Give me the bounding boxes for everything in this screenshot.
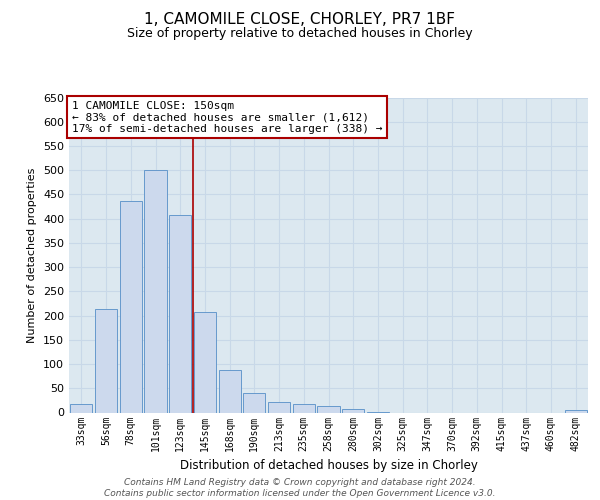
Bar (169, 215, 191, 412)
Bar (95, 310, 117, 412)
Bar (70, 404, 92, 412)
Bar (317, 406, 340, 412)
Bar (342, 408, 364, 412)
Bar (293, 404, 315, 412)
Y-axis label: Number of detached properties: Number of detached properties (28, 168, 37, 342)
Bar (119, 200, 142, 412)
Text: Size of property relative to detached houses in Chorley: Size of property relative to detached ho… (127, 28, 473, 40)
Text: 1, CAMOMILE CLOSE, CHORLEY, PR7 1BF: 1, CAMOMILE CLOSE, CHORLEY, PR7 1BF (145, 12, 455, 28)
Bar (145, 170, 167, 412)
Text: Contains HM Land Registry data © Crown copyright and database right 2024.
Contai: Contains HM Land Registry data © Crown c… (104, 478, 496, 498)
Bar (268, 402, 290, 412)
Bar (243, 393, 265, 412)
Bar (218, 370, 241, 412)
Bar (565, 410, 587, 412)
Bar (194, 312, 216, 412)
Text: 1 CAMOMILE CLOSE: 150sqm
← 83% of detached houses are smaller (1,612)
17% of sem: 1 CAMOMILE CLOSE: 150sqm ← 83% of detach… (71, 100, 382, 134)
X-axis label: Distribution of detached houses by size in Chorley: Distribution of detached houses by size … (179, 459, 478, 472)
